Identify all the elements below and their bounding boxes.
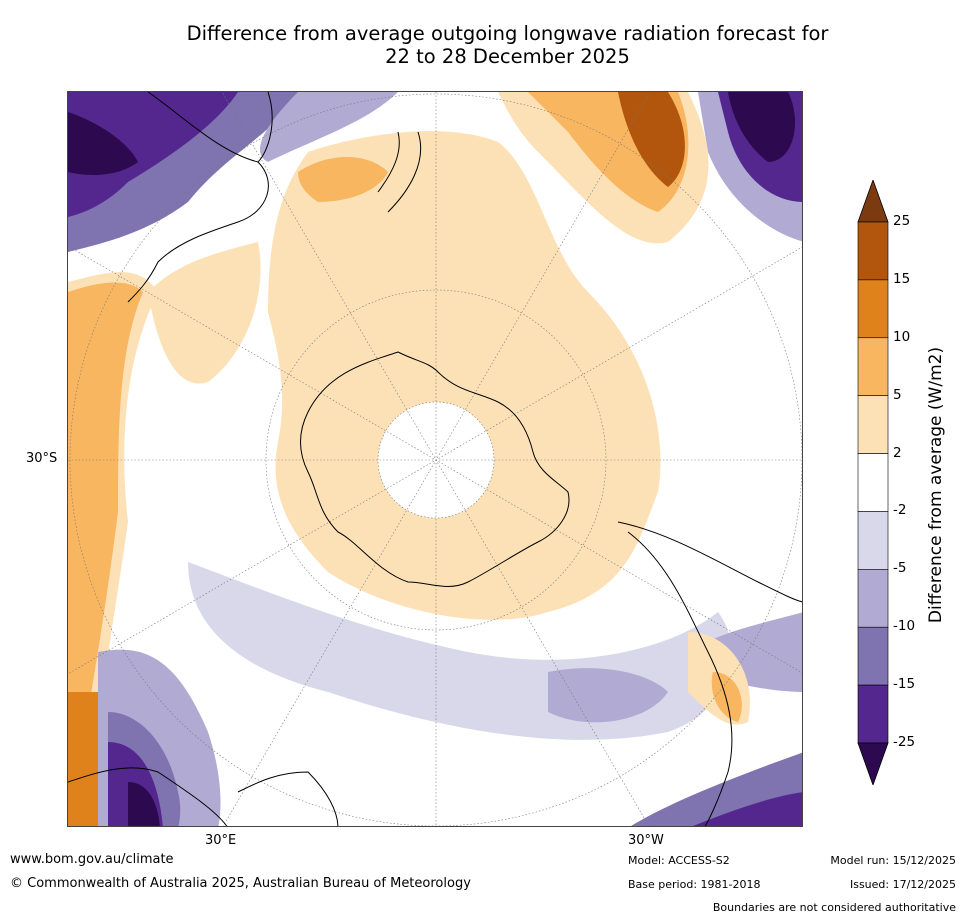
colorbar-extend-bottom — [857, 742, 889, 785]
map-canvas — [68, 92, 802, 826]
anomaly-region — [693, 792, 802, 826]
anomaly-region — [68, 282, 143, 712]
colorbar-title: Difference from average (W/m2) — [926, 346, 946, 624]
colorbar-swatch — [857, 279, 889, 339]
colorbar-tick-label: 25 — [893, 213, 911, 229]
anomaly-region — [728, 92, 796, 162]
disclaimer-text: Boundaries are not considered authoritat… — [712, 901, 956, 914]
issued-text: Issued: 17/12/2025 — [849, 878, 956, 891]
colorbar-swatch — [857, 511, 889, 570]
colorbar-tick-label: 15 — [893, 270, 911, 287]
lon-label-30w: 30°W — [628, 833, 664, 848]
colorbar-swatch — [857, 684, 889, 744]
colorbar-tick-label: -25 — [893, 734, 916, 750]
anomaly-region — [128, 782, 160, 826]
anomaly-region — [268, 131, 661, 620]
polar-map — [67, 91, 803, 827]
colorbar-extend-top — [857, 180, 889, 223]
coastlines — [68, 92, 802, 826]
colorbar-tick-label: -10 — [893, 618, 916, 635]
colorbar-swatch — [857, 626, 889, 686]
anomaly-region — [298, 157, 388, 202]
anomaly-region — [148, 242, 261, 384]
colorbar-swatch — [857, 453, 889, 512]
colorbar-swatch — [857, 337, 889, 396]
model-text: Model: ACCESS-S2 — [628, 854, 730, 867]
colorbar-swatch — [857, 569, 889, 628]
anomaly-region — [68, 692, 98, 826]
anomaly-region — [68, 92, 238, 217]
base-period-text: Base period: 1981-2018 — [628, 878, 761, 891]
colorbar-tick-label: -5 — [893, 560, 907, 577]
lat-label-30s: 30°S — [26, 451, 58, 466]
colorbar-tick-label: 2 — [893, 444, 902, 461]
colorbar-swatch — [857, 221, 889, 281]
chart-title: Difference from average outgoing longwav… — [60, 22, 955, 68]
anomaly-region — [68, 112, 138, 175]
anomaly-region — [711, 672, 742, 722]
colorbar-tick-label: -15 — [893, 676, 916, 693]
anomaly-region — [618, 92, 685, 187]
anomaly-region — [259, 92, 398, 162]
graticule — [68, 92, 802, 826]
copyright-text: © Commonwealth of Australia 2025, Austra… — [10, 876, 471, 891]
colorbar-tick-label: -2 — [893, 502, 907, 519]
website-link[interactable]: www.bom.gov.au/climate — [10, 852, 174, 867]
colorbar-tick-label: 5 — [893, 386, 902, 403]
lon-label-30e: 30°E — [205, 833, 237, 848]
model-run-text: Model run: 15/12/2025 — [830, 854, 956, 867]
title-line-2: 22 to 28 December 2025 — [385, 45, 630, 68]
anomaly-region — [548, 668, 668, 723]
colorbar — [857, 180, 889, 785]
title-line-1: Difference from average outgoing longwav… — [186, 22, 829, 45]
colorbar-tick-label: 10 — [893, 328, 911, 345]
colorbar-swatch — [857, 395, 889, 454]
